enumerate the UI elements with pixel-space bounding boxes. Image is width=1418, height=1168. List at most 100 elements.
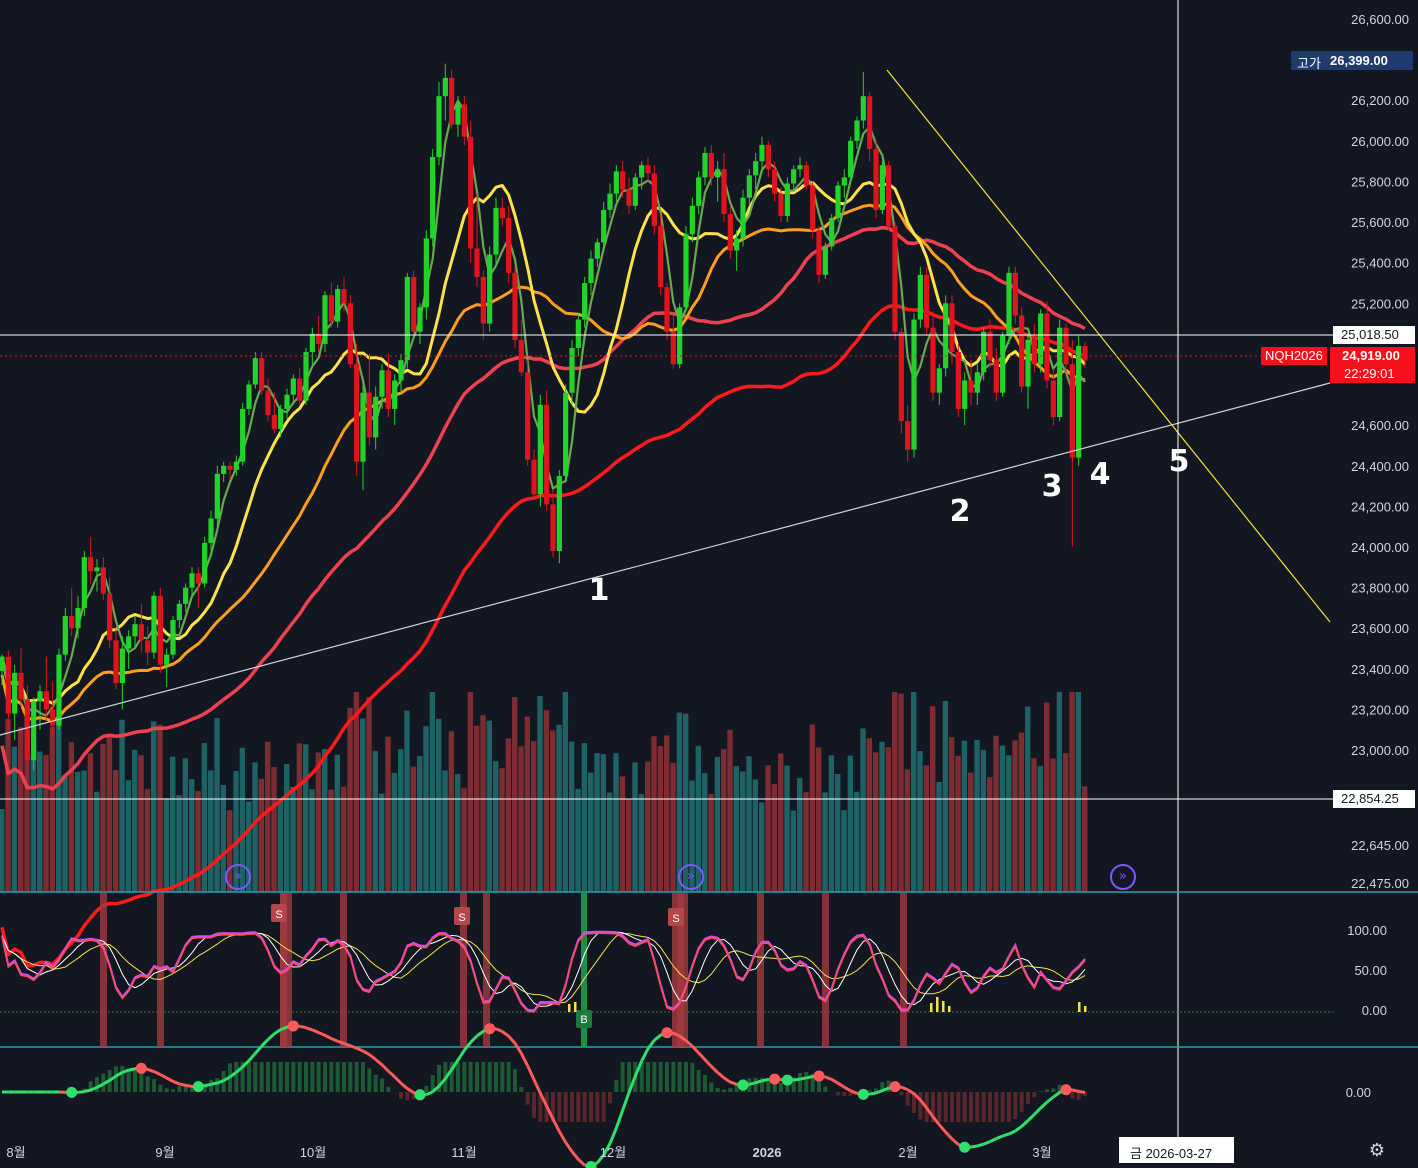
candle-body xyxy=(341,289,347,304)
macd-signal-segment xyxy=(755,1079,763,1085)
macd-histogram-bar xyxy=(1057,1084,1062,1092)
volume-bar xyxy=(163,798,170,892)
volume-bar xyxy=(113,770,119,892)
volume-bar xyxy=(835,774,841,892)
oscillator-yellow-line xyxy=(1,932,1086,1004)
candle xyxy=(5,650,11,730)
volume-bar xyxy=(157,724,163,892)
price-axis-tick: 22,645.00 xyxy=(1351,838,1409,853)
candle xyxy=(75,595,81,639)
macd-histogram-bar xyxy=(456,1062,460,1092)
macd-histogram-bar xyxy=(247,1062,251,1092)
trendlines[interactable] xyxy=(0,0,1333,1140)
volume-bar xyxy=(334,754,341,892)
wave-labels: 1 2 3 4 5 xyxy=(589,444,1190,608)
volume-bar xyxy=(993,735,999,892)
volume-bar xyxy=(391,773,398,892)
macd-histogram-bar xyxy=(639,1062,644,1092)
candle-body xyxy=(575,319,581,348)
macd-signal-segment xyxy=(944,1131,954,1140)
rising-support-trendline[interactable] xyxy=(0,382,1331,736)
macd-histogram-bar xyxy=(411,1092,416,1100)
candle xyxy=(740,189,746,247)
macd-signal-segment xyxy=(444,1068,453,1080)
last-price-value: 24,919.00 xyxy=(1342,348,1400,363)
volume-bar xyxy=(81,770,87,892)
candle xyxy=(810,181,816,239)
volume-bar xyxy=(277,798,284,892)
candle xyxy=(385,354,391,418)
candle xyxy=(550,490,556,558)
jump-icon-1[interactable]: » xyxy=(225,864,251,890)
ma-fast-line xyxy=(0,99,1086,717)
candle xyxy=(639,161,645,190)
macd-signal-segment xyxy=(349,1044,358,1050)
macd-signal-segment xyxy=(165,1076,174,1083)
jump-icon-2[interactable]: » xyxy=(678,864,704,890)
oscillator-spike xyxy=(568,1004,571,1012)
volume-bar xyxy=(721,749,727,892)
price-axis-tick: 24,200.00 xyxy=(1351,499,1409,514)
macd-histogram-bar xyxy=(880,1082,885,1092)
settings-gear-icon[interactable]: ⚙ xyxy=(1368,1140,1386,1161)
macd-signal-segment xyxy=(564,1141,574,1153)
candle xyxy=(791,165,797,190)
volume-bar xyxy=(75,771,81,892)
macd-signal-segment xyxy=(437,1077,447,1088)
volume-bar xyxy=(556,724,562,892)
macd-signal-segment xyxy=(627,1075,637,1094)
macd-histogram-bar xyxy=(937,1092,942,1122)
macd-histogram-bar xyxy=(297,1062,302,1092)
oscillator-spike xyxy=(930,1003,933,1012)
price-axis-tick: 24,400.00 xyxy=(1351,459,1409,474)
volume-bar xyxy=(860,728,866,892)
price-axis-tick: 25,400.00 xyxy=(1351,256,1409,271)
volume-bar xyxy=(1050,758,1056,892)
jump-icon-3[interactable]: » xyxy=(1110,864,1136,890)
macd-signal-segment xyxy=(96,1082,105,1089)
candle-body xyxy=(955,352,961,409)
volume-bar xyxy=(550,730,556,892)
candle-body xyxy=(449,77,455,125)
candle-body xyxy=(778,193,784,216)
macd-histogram-bar xyxy=(88,1081,93,1092)
candle-body xyxy=(100,567,106,594)
candle-body xyxy=(594,242,600,259)
crosshair-price-value: 25,018.50 xyxy=(1341,327,1399,342)
candle-body xyxy=(981,331,987,373)
falling-resistance-trendline[interactable] xyxy=(886,69,1331,623)
candle xyxy=(202,536,208,588)
candle-body xyxy=(626,189,632,206)
macd-signal-segment xyxy=(266,1032,276,1041)
macd-histogram-bar xyxy=(494,1062,498,1092)
macd-signal-segment xyxy=(476,1030,485,1038)
macd-histogram-bar xyxy=(259,1062,264,1092)
volume-bar xyxy=(11,746,18,892)
oscillator-spike xyxy=(936,997,939,1012)
volume-bar xyxy=(195,791,201,892)
volume-bar xyxy=(999,745,1006,892)
macd-signal-segment xyxy=(374,1058,383,1067)
candle-body xyxy=(145,640,151,653)
macd-signal-segment xyxy=(159,1073,168,1080)
candle-body xyxy=(879,165,885,210)
macd-histogram-bar xyxy=(158,1084,163,1092)
macd-signal-segment xyxy=(343,1042,351,1048)
volume-bar xyxy=(214,718,220,892)
macd-histogram-bar xyxy=(956,1092,961,1122)
volume-bar xyxy=(543,710,550,892)
oscillator-pane: S S S B xyxy=(0,891,1418,1048)
candle-body xyxy=(677,307,683,365)
macd-histogram-bar xyxy=(810,1073,815,1092)
volume-bar xyxy=(911,692,917,892)
macd-axis-tick: 0.00 xyxy=(1346,1085,1371,1100)
candle xyxy=(962,372,968,426)
candle xyxy=(442,63,448,121)
macd-signal-segment xyxy=(1014,1125,1023,1133)
candle xyxy=(835,181,841,223)
candle-body xyxy=(1006,272,1012,336)
macd-histogram-bar xyxy=(234,1062,239,1092)
macd-histogram-bar xyxy=(772,1080,777,1092)
candle-body xyxy=(848,140,854,178)
